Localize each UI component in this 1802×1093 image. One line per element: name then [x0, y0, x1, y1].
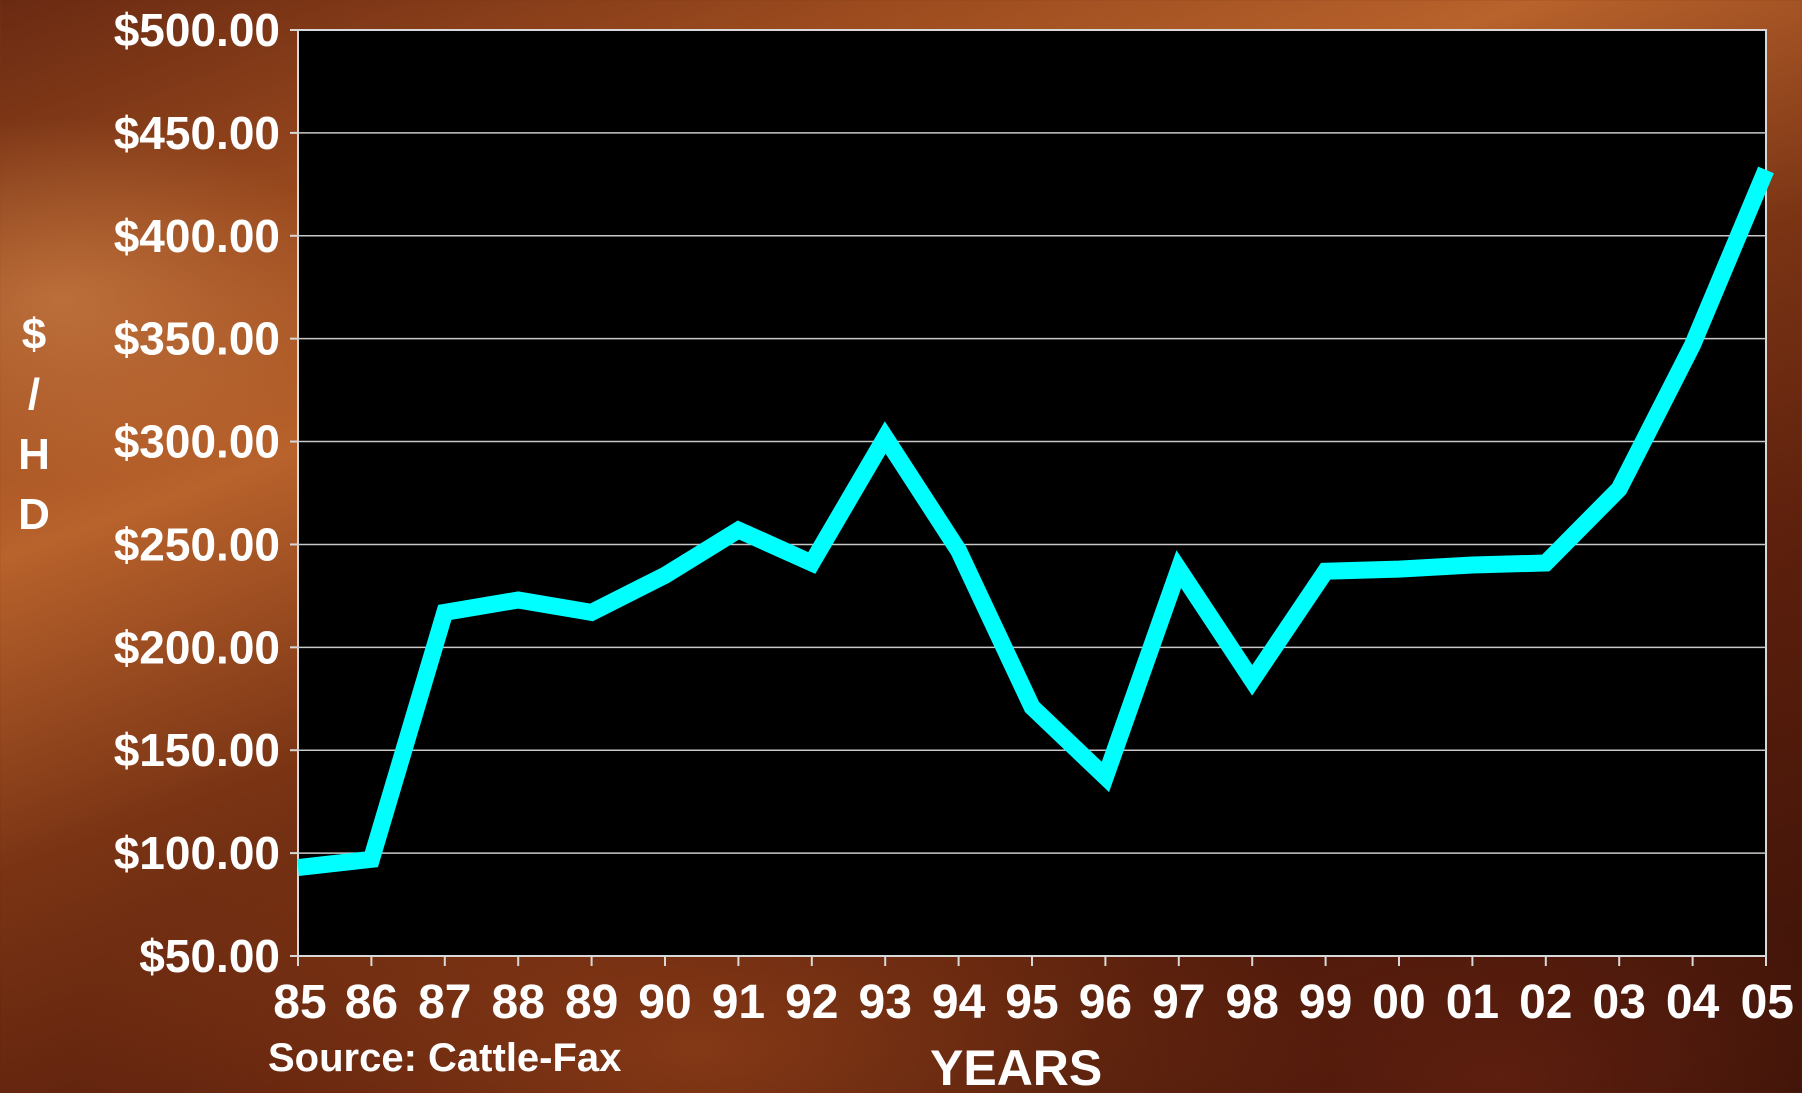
x-tick-label: 91 [712, 976, 765, 1029]
x-tick-label: 85 [273, 976, 326, 1029]
y-tick-label: $500.00 [114, 4, 280, 56]
data-point [1395, 565, 1403, 573]
data-point [1101, 773, 1109, 781]
data-point [955, 547, 963, 555]
data-point [1175, 565, 1183, 573]
y-axis-label: $ / H D [18, 310, 50, 539]
data-point [808, 559, 816, 567]
y-tick-label: $400.00 [114, 210, 280, 262]
y-tick-label: $350.00 [114, 313, 280, 365]
x-axis-ticks: 85 86 87 88 89 90 91 92 93 94 95 96 97 98 99 00 01 02 03 04… [273, 956, 1794, 1029]
x-tick-label: 99 [1299, 976, 1352, 1029]
x-tick-label: 89 [565, 976, 618, 1029]
source-note: Source: Cattle-Fax [268, 1036, 622, 1080]
y-tick-label: $450.00 [114, 107, 280, 159]
x-tick-label: 86 [345, 976, 398, 1029]
x-tick-label: 02 [1519, 976, 1572, 1029]
data-point [441, 608, 449, 616]
x-tick-label: 01 [1446, 976, 1499, 1029]
plot-area [297, 29, 1767, 957]
x-tick-label: 98 [1226, 976, 1279, 1029]
x-tick-label: 03 [1593, 976, 1646, 1029]
series-line-group [294, 166, 1774, 876]
x-tick-label: 05 [1741, 976, 1794, 1029]
x-tick-label: 97 [1152, 976, 1205, 1029]
data-point [367, 855, 375, 863]
x-tick-label: 90 [638, 976, 691, 1029]
y-tick-label: $150.00 [114, 724, 280, 776]
data-point [294, 864, 302, 872]
x-tick-label: 92 [785, 976, 838, 1029]
data-point [881, 433, 889, 441]
y-axis-ticks: $500.00 $450.00 $400.00 $350.00 $300.00 $250.… [114, 4, 298, 982]
data-point [1689, 341, 1697, 349]
data-point [1028, 703, 1036, 711]
data-point [1762, 166, 1770, 174]
data-point [1322, 567, 1330, 575]
x-tick-label: 04 [1666, 976, 1720, 1029]
x-axis-label: YEARS [930, 1040, 1103, 1093]
y-tick-label: $200.00 [114, 621, 280, 673]
data-point [661, 571, 669, 579]
data-point [1248, 676, 1256, 684]
data-point [1615, 485, 1623, 493]
y-tick-label: $250.00 [114, 518, 280, 570]
y-tick-label: $50.00 [139, 930, 280, 982]
data-point [514, 596, 522, 604]
x-tick-label: 95 [1005, 976, 1058, 1029]
x-tick-label: 96 [1079, 976, 1132, 1029]
x-tick-label: 87 [418, 976, 471, 1029]
x-tick-label: 00 [1372, 976, 1425, 1029]
y-tick-label: $100.00 [114, 827, 280, 879]
gridlines [298, 132, 1766, 854]
data-point [1468, 561, 1476, 569]
x-tick-label: 94 [932, 976, 986, 1029]
data-point [1542, 559, 1550, 567]
data-point [734, 526, 742, 534]
series-line [297, 166, 1774, 876]
x-tick-label: 88 [492, 976, 545, 1029]
data-point [588, 608, 596, 616]
y-tick-label: $300.00 [114, 416, 280, 468]
x-tick-label: 93 [859, 976, 912, 1029]
